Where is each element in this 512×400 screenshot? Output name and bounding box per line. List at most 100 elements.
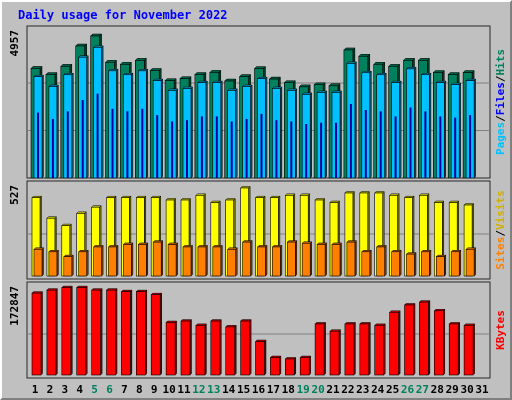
hits-bar-3-top bbox=[60, 64, 73, 67]
pages-bar-15 bbox=[245, 118, 248, 178]
kbytes-bar-21 bbox=[329, 330, 340, 376]
x-axis-label-day-29: 29 bbox=[446, 383, 459, 396]
x-axis-label-day-28: 28 bbox=[431, 383, 444, 396]
sites-bar-19 bbox=[301, 242, 311, 277]
panel-3-legend: KBytes bbox=[494, 310, 507, 350]
sites-bar-10 bbox=[167, 244, 177, 277]
x-axis-label-day-9: 9 bbox=[151, 383, 158, 396]
sites-bar-23 bbox=[361, 251, 371, 277]
hits-bar-17-top bbox=[268, 76, 282, 80]
hits-bar-30-top bbox=[462, 70, 475, 73]
panel-2-ytick-label: 527 bbox=[8, 185, 21, 205]
sites-bar-3 bbox=[63, 256, 73, 277]
pages-bar-14 bbox=[230, 121, 233, 178]
kbytes-bar-16 bbox=[255, 341, 265, 376]
x-axis-label-day-14: 14 bbox=[222, 383, 236, 396]
x-axis-label-day-30: 30 bbox=[460, 383, 473, 396]
kbytes-bar-23 bbox=[359, 323, 370, 376]
panel-2-legend: Sites/Visits bbox=[494, 190, 507, 270]
kbytes-bar-22 bbox=[344, 323, 355, 376]
pages-bar-5 bbox=[96, 93, 99, 178]
sites-bar-18 bbox=[286, 241, 296, 277]
kbytes-bar-7 bbox=[121, 291, 131, 376]
x-axis-label-day-25: 25 bbox=[386, 383, 399, 396]
pages-bar-23 bbox=[364, 110, 367, 178]
pages-bar-10 bbox=[171, 121, 174, 178]
kbytes-bar-5 bbox=[91, 289, 101, 376]
hits-bar-12-top bbox=[194, 72, 207, 75]
x-axis-label-day-6: 6 bbox=[106, 383, 113, 396]
sites-bar-22 bbox=[346, 241, 356, 277]
x-axis-label-day-26: 26 bbox=[401, 383, 415, 396]
x-axis-label-day-15: 15 bbox=[237, 383, 250, 396]
hits-bar-14-top bbox=[224, 78, 237, 82]
hits-bar-15-top bbox=[238, 74, 252, 77]
sites-bar-17 bbox=[272, 246, 281, 277]
kbytes-bar-17 bbox=[270, 357, 280, 376]
sites-bar-16 bbox=[257, 246, 266, 277]
x-axis-label-day-20: 20 bbox=[311, 383, 324, 396]
legend-sites: Sites bbox=[494, 237, 507, 270]
panel-1-legend: Pages/Files/Hits bbox=[494, 49, 507, 155]
pages-bar-18 bbox=[290, 121, 293, 178]
kbytes-bar-1 bbox=[31, 292, 42, 376]
sites-bar-20 bbox=[316, 244, 326, 277]
pages-bar-26 bbox=[409, 107, 412, 178]
kbytes-bar-27 bbox=[419, 301, 429, 376]
x-axis-label-day-1: 1 bbox=[32, 383, 39, 396]
sites-bar-26 bbox=[406, 253, 415, 277]
pages-bar-30 bbox=[469, 115, 472, 178]
sites-bar-29 bbox=[450, 251, 460, 277]
pages-bar-12 bbox=[200, 116, 203, 178]
sites-bar-5 bbox=[93, 246, 102, 277]
hits-bar-19-top bbox=[298, 84, 311, 88]
x-axis-label-day-2: 2 bbox=[47, 383, 54, 396]
pages-bar-7 bbox=[126, 111, 129, 178]
x-axis-label-day-5: 5 bbox=[91, 383, 98, 396]
kbytes-bar-18 bbox=[284, 358, 295, 376]
legend-separator: / bbox=[494, 230, 507, 237]
kbytes-bar-28 bbox=[433, 310, 444, 376]
sites-bar-27 bbox=[421, 251, 430, 277]
legend-separator: / bbox=[494, 75, 507, 82]
hits-bar-25-top bbox=[387, 64, 401, 67]
hits-bar-29-top bbox=[447, 72, 460, 75]
hits-bar-2-top bbox=[45, 72, 58, 75]
legend-kbytes: KBytes bbox=[494, 310, 507, 350]
sites-bar-21 bbox=[331, 244, 341, 277]
pages-bar-28 bbox=[439, 116, 442, 178]
hits-bar-24-top bbox=[373, 62, 386, 65]
pages-bar-29 bbox=[454, 117, 457, 178]
x-axis-label-day-27: 27 bbox=[416, 383, 429, 396]
x-axis-label-day-4: 4 bbox=[76, 383, 83, 396]
legend-separator: / bbox=[494, 115, 507, 122]
hits-bar-16-top bbox=[253, 66, 267, 69]
x-axis-label-day-23: 23 bbox=[356, 383, 369, 396]
legend-pages: Pages bbox=[494, 122, 507, 155]
kbytes-bar-6 bbox=[106, 289, 116, 376]
pages-bar-24 bbox=[379, 111, 382, 178]
x-axis-label-day-16: 16 bbox=[252, 383, 266, 396]
kbytes-bar-15 bbox=[240, 320, 250, 376]
kbytes-bar-14 bbox=[225, 326, 235, 376]
pages-bar-27 bbox=[424, 111, 427, 178]
kbytes-bar-12 bbox=[195, 325, 206, 376]
sites-bar-15 bbox=[242, 241, 251, 277]
kbytes-bar-8 bbox=[136, 291, 146, 376]
chart-title: Daily usage for November 2022 bbox=[18, 8, 228, 22]
sites-bar-28 bbox=[435, 256, 445, 277]
pages-bar-11 bbox=[186, 120, 188, 178]
kbytes-bar-9 bbox=[150, 294, 161, 376]
x-axis-label-day-8: 8 bbox=[136, 383, 143, 396]
pages-bar-20 bbox=[320, 122, 323, 178]
x-axis-label-day-13: 13 bbox=[207, 383, 220, 396]
kbytes-bar-24 bbox=[374, 325, 385, 376]
hits-bar-28-top bbox=[432, 70, 445, 73]
x-axis-label-day-7: 7 bbox=[121, 383, 128, 396]
pages-bar-19 bbox=[305, 124, 308, 178]
x-axis-label-day-21: 21 bbox=[326, 383, 340, 396]
kbytes-bar-29 bbox=[448, 323, 459, 376]
sites-bar-14 bbox=[227, 248, 236, 277]
kbytes-bar-11 bbox=[180, 320, 191, 376]
sites-bar-7 bbox=[123, 244, 132, 277]
